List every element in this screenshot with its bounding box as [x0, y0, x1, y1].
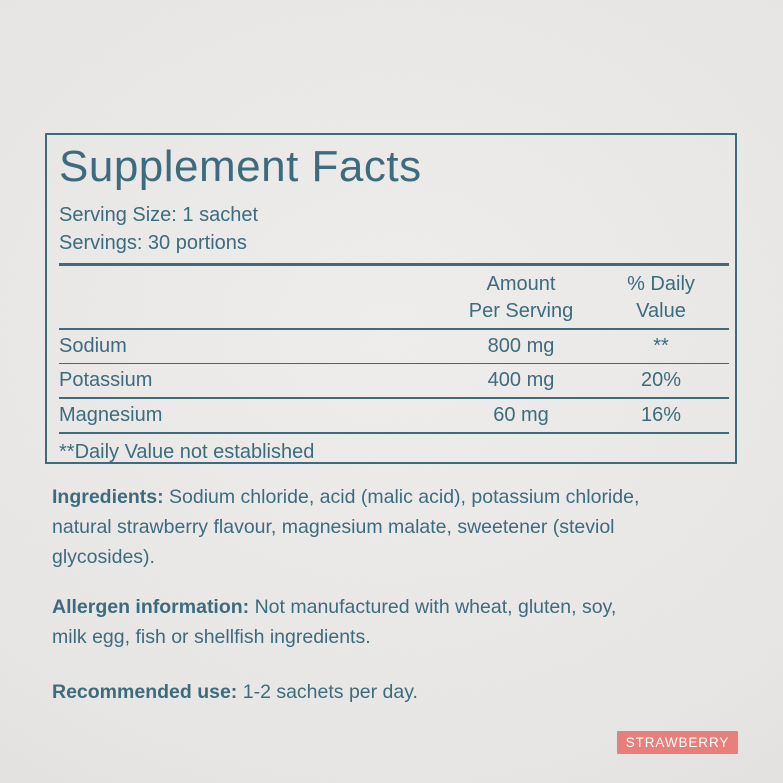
ingredients-line: natural strawberry flavour, magnesium ma… — [52, 516, 615, 538]
ingredients-line: glycosides). — [52, 546, 155, 568]
ingredients-text: Sodium chloride, acid (malic acid), pota… — [163, 486, 640, 508]
nutrient-amount: 800 mg — [487, 334, 555, 357]
header-amount-line2: Per Serving — [468, 300, 574, 322]
header-dv-line2: Value — [636, 300, 686, 322]
allergen-label: Allergen information: — [52, 596, 250, 618]
table-row-potassium: Potassium 400 mg 20% — [59, 364, 729, 397]
allergen-section: Allergen information: Not manufactured w… — [52, 592, 737, 652]
header-dv-line1: % Daily — [627, 273, 695, 295]
allergen-line: milk egg, fish or shellfish ingredients. — [52, 626, 371, 648]
recommended-text: 1-2 sachets per day. — [237, 681, 418, 703]
nutrient-dv: ** — [653, 334, 669, 357]
panel-title: Supplement Facts — [59, 142, 422, 191]
table-row-magnesium: Magnesium 60 mg 16% — [59, 399, 729, 432]
nutrient-amount: 400 mg — [487, 369, 555, 391]
ingredients-section: Ingredients: Sodium chloride, acid (mali… — [52, 482, 737, 572]
ingredients-line: Ingredients: Sodium chloride, acid (mali… — [52, 482, 737, 512]
serving-size: Serving Size: 1 sachet — [59, 204, 258, 226]
allergen-text: Not manufactured with wheat, gluten, soy… — [249, 596, 617, 618]
header-amount-per-serving: Amount Per Serving — [440, 271, 602, 325]
recommended-use-section: Recommended use: 1-2 sachets per day. — [52, 677, 737, 707]
nutrient-dv: 16% — [640, 403, 682, 426]
header-daily-value: % Daily Value — [602, 271, 720, 325]
table-row-sodium: Sodium 800 mg ** — [59, 330, 729, 363]
allergen-line: Allergen information: Not manufactured w… — [52, 592, 737, 622]
table-header: Amount Per Serving % Daily Value — [59, 266, 729, 328]
nutrient-amount: 60 mg — [493, 403, 549, 426]
supplement-facts-panel: Supplement Facts Serving Size: 1 sachet … — [45, 133, 737, 464]
header-amount-line1: Amount — [486, 273, 556, 295]
nutrient-dv: 20% — [640, 369, 682, 391]
servings-count: Servings: 30 portions — [59, 232, 247, 254]
daily-value-footnote: **Daily Value not established — [59, 441, 315, 463]
nutrient-name: Sodium — [59, 334, 127, 357]
recommended-label: Recommended use: — [52, 681, 238, 703]
nutrient-name: Potassium — [59, 369, 153, 391]
flavor-badge: STRAWBERRY — [617, 731, 738, 754]
nutrient-name: Magnesium — [59, 403, 163, 426]
recommended-line: Recommended use: 1-2 sachets per day. — [52, 677, 737, 707]
ingredients-label: Ingredients: — [52, 486, 164, 508]
